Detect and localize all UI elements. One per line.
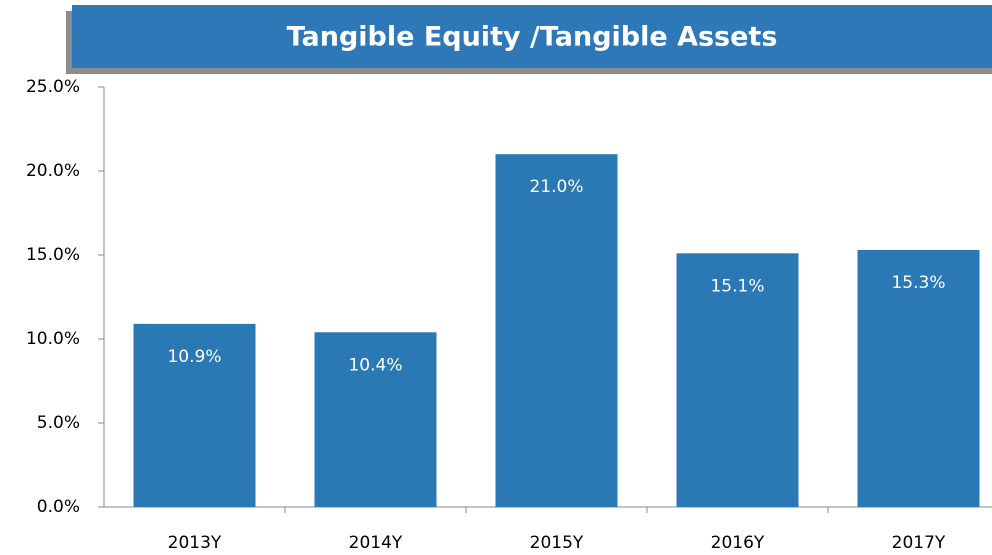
x-tick-label: 2017Y [892,533,946,553]
value-label: 15.3% [891,273,945,293]
value-label: 10.4% [348,355,402,375]
title-banner [72,5,992,68]
y-tick-label: 0.0% [37,497,80,517]
bar [314,332,437,507]
y-tick-label: 5.0% [37,413,80,433]
x-tick-label: 2013Y [168,533,222,553]
chart-title: Tangible Equity /Tangible Assets [287,22,778,53]
bar [495,154,618,507]
y-tick-label: 25.0% [26,77,80,97]
bar [676,253,799,507]
value-label: 15.1% [710,276,764,296]
value-label: 21.0% [529,177,583,197]
y-tick-label: 10.0% [26,329,80,349]
x-tick-label: 2016Y [711,533,765,553]
y-tick-label: 15.0% [26,245,80,265]
x-tick-label: 2014Y [349,533,403,553]
bar [133,323,256,507]
value-label: 10.9% [167,347,221,367]
y-tick-label: 20.0% [26,161,80,181]
x-tick-label: 2015Y [530,533,584,553]
bar [857,249,980,507]
